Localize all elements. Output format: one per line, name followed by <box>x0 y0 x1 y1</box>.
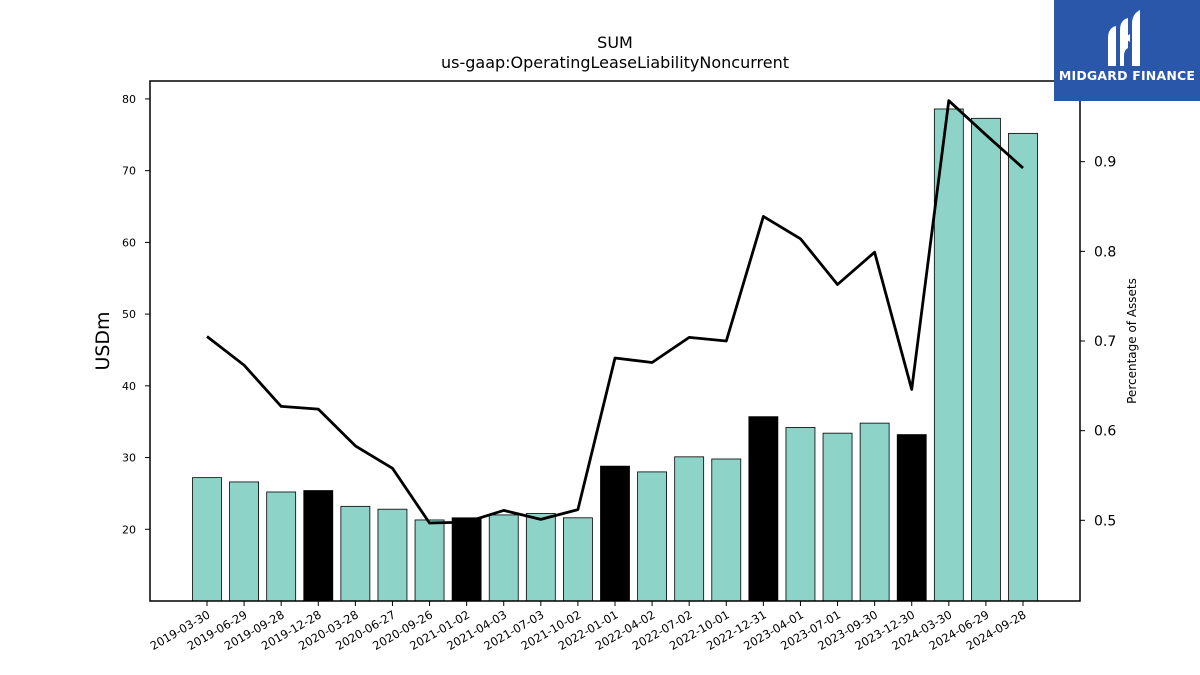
brand-logo-text: MIDGARD FINANCE <box>1058 68 1196 83</box>
x-axis: 2019-03-302019-06-292019-09-282019-12-28… <box>148 601 1029 653</box>
y2-axis: 0.5 0.6 0.7 0.8 0.9 <box>1080 155 1116 529</box>
bar <box>488 514 519 602</box>
bar <box>414 519 445 602</box>
bar <box>896 434 927 602</box>
y-tick-label: 60 <box>122 236 136 249</box>
bar <box>377 508 408 602</box>
bar <box>340 505 371 602</box>
bar <box>933 108 964 602</box>
y2-tick-label: 0.5 <box>1094 513 1116 529</box>
chart-subtitle: us-gaap:OperatingLeaseLiabilityNoncurren… <box>441 53 789 72</box>
y-tick-label: 40 <box>122 380 136 393</box>
y-tick-label: 30 <box>122 452 136 465</box>
bar <box>822 432 853 602</box>
bar <box>563 517 593 602</box>
y-tick-label: 80 <box>122 93 136 106</box>
bar <box>748 416 779 602</box>
brand-logo: MIDGARD FINANCE <box>1054 0 1200 101</box>
bars-group <box>192 108 1038 602</box>
line-group <box>206 99 1024 525</box>
bar <box>229 481 259 602</box>
bar <box>451 517 482 602</box>
bar <box>674 456 705 602</box>
bar <box>859 422 890 602</box>
y-tick-label: 50 <box>122 308 136 321</box>
bar <box>711 458 742 602</box>
y-axis-label: USDm <box>92 311 114 370</box>
chart-title: SUM <box>597 33 633 52</box>
bar <box>266 491 297 602</box>
bar <box>525 513 556 602</box>
percentage-line <box>206 99 1024 525</box>
y-axis: 20 30 40 50 60 70 80 <box>122 93 150 536</box>
bar <box>785 427 816 602</box>
y-tick-label: 20 <box>122 523 136 536</box>
bar <box>637 471 667 602</box>
bar <box>192 477 222 602</box>
y2-tick-label: 0.7 <box>1094 334 1116 350</box>
y2-tick-label: 0.8 <box>1094 244 1116 260</box>
bar <box>303 490 334 602</box>
midgard-logo-icon <box>1108 10 1140 66</box>
bar <box>971 117 1001 602</box>
bar <box>1008 132 1038 602</box>
y-tick-label: 70 <box>122 165 136 178</box>
bar <box>600 465 630 602</box>
y2-tick-label: 0.6 <box>1094 424 1116 440</box>
y2-tick-label: 0.9 <box>1094 155 1116 171</box>
y2-axis-label: Percentage of Assets <box>1125 278 1139 404</box>
